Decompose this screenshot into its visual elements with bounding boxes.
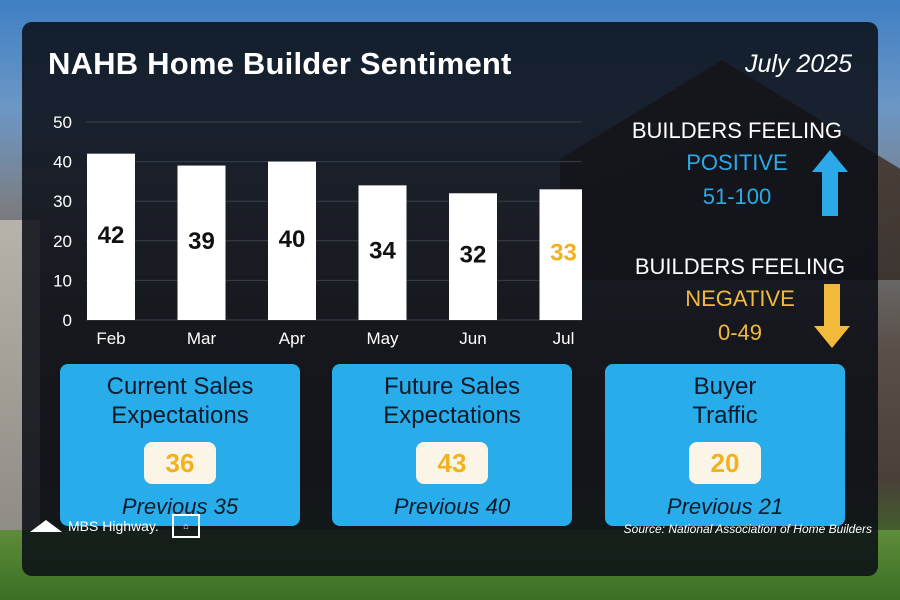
report-date: July 2025 <box>744 50 852 78</box>
bar <box>449 193 497 320</box>
equal-housing-icon: ⌂ <box>172 514 200 538</box>
card-title-line: Traffic <box>692 402 758 429</box>
y-tick-label: 50 <box>53 113 72 132</box>
y-tick-label: 30 <box>53 192 72 211</box>
card-previous: Previous 21 <box>666 494 784 519</box>
sentiment-bar-chart: 0 10 20 30 40 50 42 Feb 39 Mar 40 Apr 34 May 32 Jun 33 Ju… <box>53 113 582 348</box>
card-title-line: Expectations <box>383 402 521 429</box>
down-arrow-icon <box>814 284 850 348</box>
bar-value-label: 39 <box>188 228 215 255</box>
page-title: NAHB Home Builder Sentiment <box>48 46 512 81</box>
x-tick-label: Apr <box>279 329 306 348</box>
card-previous: Previous 40 <box>393 494 511 519</box>
negative-legend-label: NEGATIVE <box>685 286 795 311</box>
y-tick-label: 40 <box>53 153 72 172</box>
y-tick-label: 0 <box>63 311 72 330</box>
brand-logo: MBS Highway. <box>30 518 159 534</box>
bar-value-label: 42 <box>98 222 125 249</box>
x-tick-label: May <box>366 329 399 348</box>
positive-legend-range: 51-100 <box>702 184 772 209</box>
bar-value-label: 33 <box>550 240 577 267</box>
y-tick-label: 20 <box>53 232 72 251</box>
bar-value-label: 40 <box>279 226 306 253</box>
source-note: Source: National Association of Home Bui… <box>623 522 872 536</box>
card-value: 36 <box>144 442 216 484</box>
negative-legend: BUILDERS FEELING NEGATIVE 0-49 <box>620 254 860 346</box>
card-title-line: Expectations <box>111 402 249 429</box>
card-future-sales: Future Sales Expectations 43 Previous 40 <box>332 364 572 526</box>
card-title-line: Future Sales <box>383 373 521 400</box>
bar-value-label: 32 <box>460 242 487 269</box>
positive-legend-label: POSITIVE <box>686 150 788 175</box>
infographic-panel: NAHB Home Builder Sentiment July 2025 0 1… <box>22 22 878 576</box>
bar <box>87 153 135 320</box>
card-title: Buyer Traffic <box>605 372 845 430</box>
card-title: Future Sales Expectations <box>332 372 572 430</box>
bar <box>268 161 316 320</box>
mountain-icon <box>30 520 62 532</box>
card-current-sales: Current Sales Expectations 36 Previous 3… <box>60 364 300 526</box>
x-tick-label: Mar <box>187 329 217 348</box>
positive-legend-heading: BUILDERS FEELING <box>631 118 843 143</box>
bar-value-label: 34 <box>369 238 396 265</box>
x-tick-label: Jun <box>459 329 486 348</box>
card-value: 20 <box>689 442 761 484</box>
x-tick-label: Feb <box>96 329 125 348</box>
bar <box>358 185 407 320</box>
negative-legend-range: 0-49 <box>717 320 763 345</box>
brand-name: MBS Highway. <box>68 518 159 534</box>
card-title-line: Buyer <box>693 373 757 400</box>
y-tick-label: 10 <box>53 271 72 290</box>
card-title-line: Current Sales <box>106 373 254 400</box>
x-tick-label: Jul <box>553 329 575 348</box>
bar <box>177 165 226 320</box>
card-title: Current Sales Expectations <box>60 372 300 430</box>
up-arrow-icon <box>812 150 848 216</box>
negative-legend-heading: BUILDERS FEELING <box>634 254 846 279</box>
positive-legend: BUILDERS FEELING POSITIVE 51-100 <box>612 118 862 210</box>
card-buyer-traffic: Buyer Traffic 20 Previous 21 <box>605 364 845 526</box>
card-value: 43 <box>416 442 488 484</box>
bar <box>539 189 582 320</box>
